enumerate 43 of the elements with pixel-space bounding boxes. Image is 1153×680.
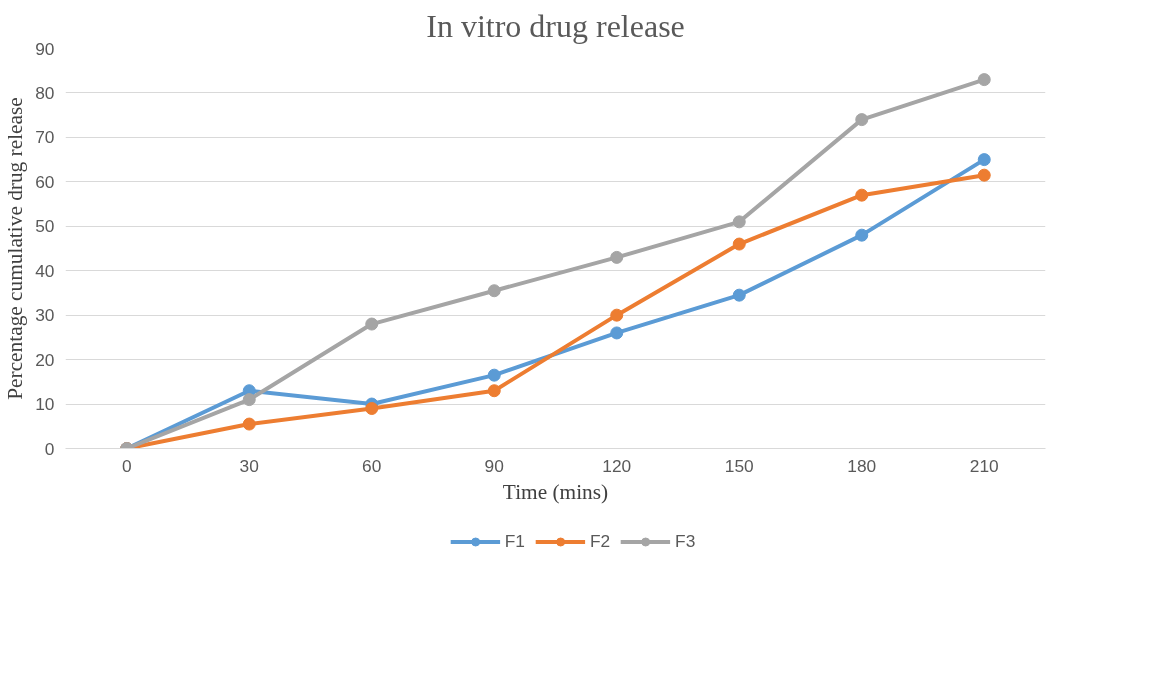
point — [242, 393, 256, 407]
point — [487, 284, 501, 298]
legend-label: F2 — [589, 530, 611, 552]
point — [610, 308, 624, 322]
x-tick-label: 60 — [362, 455, 382, 476]
y-tick-label: 30 — [35, 305, 55, 326]
y-tick-label: 70 — [35, 127, 55, 148]
point — [855, 188, 869, 202]
y-tick-label: 50 — [35, 216, 55, 237]
point — [977, 153, 991, 167]
x-tick-label: 210 — [969, 455, 999, 476]
x-tick-label: 0 — [121, 455, 132, 476]
chart-title: In vitro drug release — [426, 7, 685, 44]
point — [610, 326, 624, 340]
legend-label: F1 — [504, 530, 525, 552]
y-tick-label: 80 — [35, 82, 55, 103]
point — [365, 402, 379, 415]
point — [977, 73, 991, 87]
point — [732, 215, 746, 229]
point — [977, 168, 991, 182]
point — [365, 317, 379, 331]
y-tick-label: 10 — [35, 394, 55, 415]
y-tick-label: 20 — [35, 349, 55, 370]
x-tick-label: 120 — [602, 455, 632, 476]
x-axis-title: Time (mins) — [502, 479, 609, 504]
y-axis-title: Percentage cumulative drug release — [3, 97, 28, 400]
x-tick-label: 90 — [484, 455, 504, 476]
point — [855, 228, 869, 242]
point — [855, 113, 869, 127]
point — [487, 384, 501, 398]
point — [487, 368, 501, 382]
y-tick-label: 60 — [35, 171, 55, 192]
point — [732, 288, 746, 302]
y-tick-label: 40 — [35, 260, 55, 281]
point — [242, 417, 256, 431]
x-tick-label: 150 — [724, 455, 754, 476]
x-tick-label: 180 — [847, 455, 877, 476]
y-tick-label: 90 — [35, 38, 55, 59]
point — [610, 250, 624, 264]
legend-label: F3 — [675, 530, 696, 552]
point — [732, 237, 746, 251]
x-tick-label: 30 — [239, 455, 259, 476]
y-tick-label: 0 — [44, 438, 55, 459]
